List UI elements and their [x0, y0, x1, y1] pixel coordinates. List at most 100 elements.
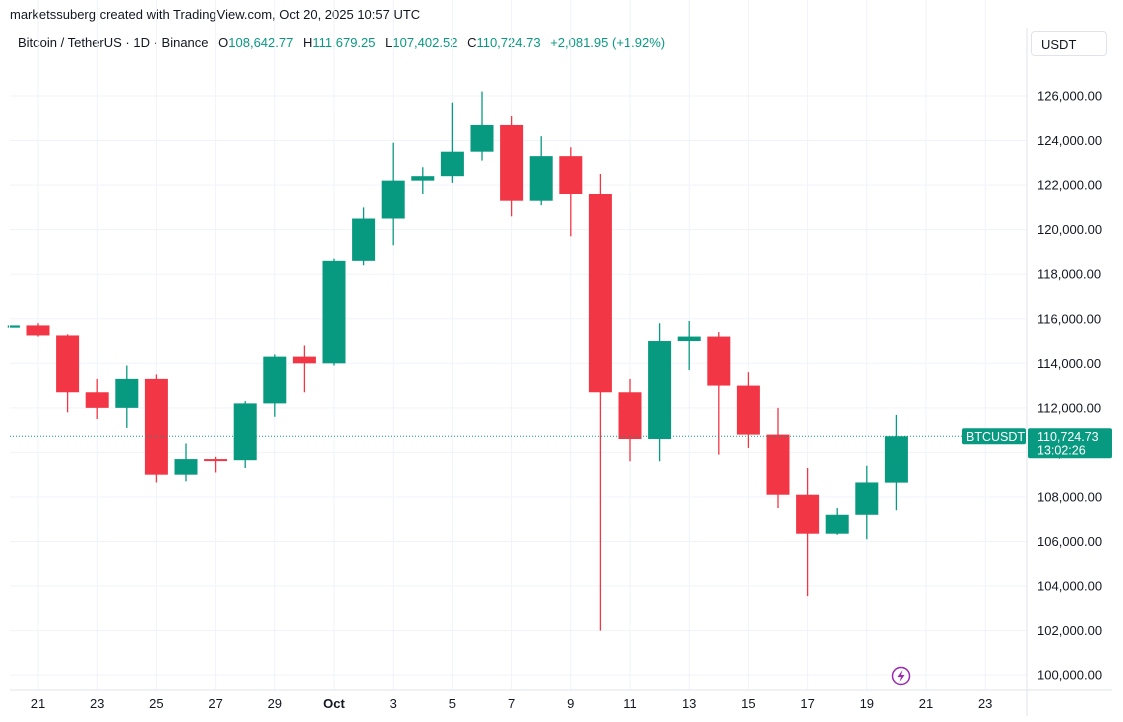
candle[interactable]	[648, 323, 672, 462]
x-tick-label: 17	[800, 696, 814, 711]
candle[interactable]	[144, 374, 168, 483]
x-tick-label: 29	[268, 696, 282, 711]
candle-body	[144, 378, 168, 475]
candle[interactable]	[884, 414, 908, 511]
candle[interactable]	[56, 334, 80, 413]
symbol-tag-bg	[962, 428, 1026, 445]
candle-body	[884, 436, 908, 483]
candles[interactable]	[7, 91, 908, 631]
candle[interactable]	[411, 167, 435, 195]
candle[interactable]	[85, 378, 109, 419]
y-tick-label: 114,000.00	[1037, 356, 1101, 371]
candle-body	[233, 403, 257, 461]
y-tick-label: 116,000.00	[1037, 311, 1101, 326]
candle[interactable]	[263, 354, 287, 417]
x-tick-label: Oct	[323, 696, 345, 711]
y-tick-label: 112,000.00	[1037, 400, 1101, 415]
y-tick-label: 108,000.00	[1037, 489, 1102, 504]
x-tick-label: 15	[741, 696, 755, 711]
candle[interactable]	[7, 325, 20, 328]
y-tick-label: 120,000.00	[1037, 222, 1102, 237]
candle[interactable]	[559, 147, 583, 237]
candle[interactable]	[796, 467, 820, 597]
candle-body	[85, 392, 109, 408]
high-label: H	[302, 35, 313, 50]
close-value: 110,724.73	[476, 35, 541, 50]
symbol-tag: BTCUSDT	[966, 430, 1025, 444]
y-tick-label: 122,000.00	[1037, 178, 1102, 193]
candle-body	[470, 124, 494, 152]
candle[interactable]	[766, 407, 790, 509]
candle[interactable]	[352, 207, 376, 266]
candle[interactable]	[677, 320, 701, 370]
ohlc-legend: Bitcoin / TetherUS · 1D · Binance O108,6…	[18, 35, 665, 50]
price-tag-bg	[1028, 428, 1112, 459]
x-tick-label: 11	[623, 696, 637, 711]
candle[interactable]	[470, 91, 494, 161]
candle-body	[825, 514, 849, 534]
candle-body	[352, 218, 376, 261]
candle-body	[292, 356, 316, 364]
x-tick-label: 3	[390, 696, 397, 711]
candle[interactable]	[204, 456, 228, 473]
bar-countdown: 13:02:26	[1037, 443, 1086, 457]
y-tick-label: 126,000.00	[1037, 89, 1102, 104]
candle-body	[648, 341, 672, 440]
candle-body	[736, 385, 760, 435]
candle[interactable]	[618, 378, 642, 462]
y-tick-label: 102,000.00	[1037, 623, 1102, 638]
candle[interactable]	[381, 142, 405, 246]
candle[interactable]	[529, 136, 553, 206]
candle-body	[559, 156, 583, 195]
candle[interactable]	[500, 116, 524, 217]
x-tick-label: 23	[90, 696, 104, 711]
candle[interactable]	[825, 508, 849, 535]
candle[interactable]	[233, 401, 257, 468]
candle[interactable]	[736, 372, 760, 448]
low-label: L	[385, 35, 393, 50]
currency-button[interactable]: USDT	[1031, 31, 1107, 56]
candle-body	[263, 356, 287, 404]
candle-body	[588, 194, 612, 393]
low-value: 107,402.52	[392, 35, 458, 50]
x-tick-label: 21	[919, 696, 933, 711]
x-tick-label: 25	[149, 696, 163, 711]
candle-body	[796, 494, 820, 534]
x-tick-label: 7	[508, 696, 515, 711]
candle-body	[529, 156, 553, 201]
open-value: 108,642.77	[228, 35, 294, 50]
candle[interactable]	[292, 345, 316, 393]
lightning-alert-icon[interactable]	[891, 666, 911, 686]
grid-lines	[10, 0, 1027, 690]
y-tick-label: 104,000.00	[1037, 579, 1102, 594]
candle-body	[677, 336, 701, 342]
chart-attribution: marketssuberg created with TradingView.c…	[10, 7, 421, 22]
alert-icon-bolt	[897, 670, 905, 682]
candle-body	[322, 260, 346, 364]
candle-body	[10, 325, 20, 328]
x-tick-label: 9	[567, 696, 574, 711]
candle-body	[204, 459, 228, 462]
alert-icon-ring	[891, 666, 911, 686]
candle[interactable]	[440, 102, 464, 183]
price-axis[interactable]: 126,000.00 124,000.00 122,000.00 120,000.00…	[1026, 28, 1102, 716]
time-axis[interactable]: 21 23 25 27 29 Oct 3 5 7 9 11 13 15 17 19 21 23	[10, 689, 1112, 711]
candle-body	[26, 325, 50, 336]
candle-body	[618, 392, 642, 440]
price-tag-value: 110,724.73	[1037, 430, 1099, 444]
candle[interactable]	[855, 465, 879, 540]
candle[interactable]	[588, 173, 612, 631]
x-tick-label: 5	[449, 696, 456, 711]
candle[interactable]	[322, 258, 346, 366]
x-tick-label: 19	[860, 696, 874, 711]
candle[interactable]	[26, 323, 50, 337]
symbol-title[interactable]: Bitcoin / TetherUS · 1D · Binance	[18, 35, 209, 50]
candle-body	[855, 482, 879, 515]
candle[interactable]	[707, 332, 731, 455]
open-label: O	[218, 35, 229, 50]
candle[interactable]	[174, 443, 198, 482]
candle[interactable]	[115, 365, 139, 428]
candle-body	[381, 180, 405, 219]
